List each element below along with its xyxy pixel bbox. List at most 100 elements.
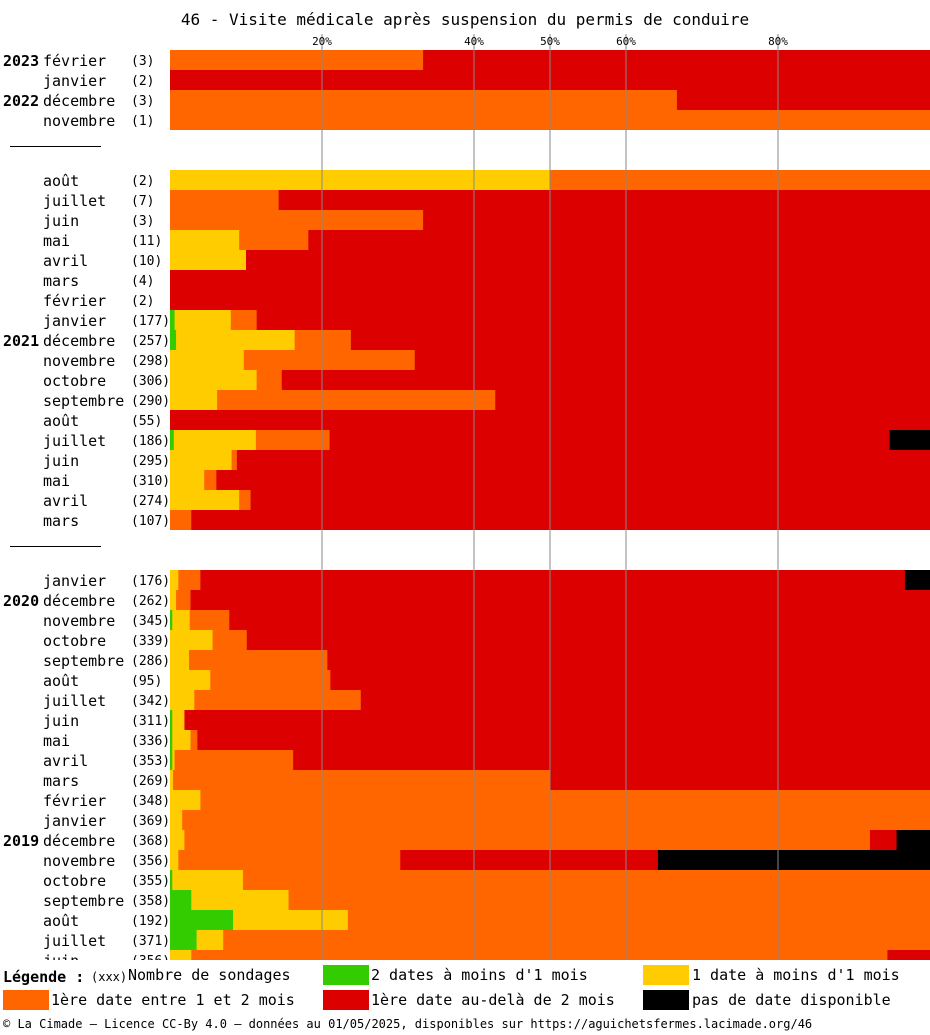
bar-segment-plus2 — [200, 570, 906, 590]
row-month: juillet — [43, 432, 106, 450]
row-count: (348) — [131, 794, 170, 809]
row-month: juin — [43, 452, 79, 470]
bar-segment-aucune — [657, 850, 930, 870]
bar-segment-plus2 — [329, 430, 891, 450]
bar-segment-moins1_1date — [191, 890, 289, 910]
bar-segment-entre1et2 — [288, 890, 930, 910]
bar-segment-plus2 — [246, 250, 930, 270]
row-count: (356) — [131, 954, 170, 960]
bar-segment-moins1_1date — [170, 670, 211, 690]
row-count: (10) — [131, 254, 162, 269]
bar-segment-plus2 — [360, 690, 930, 710]
row-month: août — [43, 912, 79, 930]
bar-segment-moins1_2dates — [170, 730, 173, 750]
row-count: (290) — [131, 394, 170, 409]
row-month: octobre — [43, 632, 106, 650]
bars-layer — [170, 50, 930, 960]
row-month: août — [43, 172, 79, 190]
row-count: (2) — [131, 294, 154, 309]
bar-segment-moins1_2dates — [170, 330, 177, 350]
row-month: juillet — [43, 192, 106, 210]
bar-segment-plus2 — [216, 470, 930, 490]
bar-segment-entre1et2 — [242, 870, 930, 890]
row-month: février — [43, 52, 106, 70]
bar-segment-entre1et2 — [243, 350, 416, 370]
bar-segment-moins1_2dates — [170, 910, 234, 930]
row-count: (186) — [131, 434, 170, 449]
bar-segment-moins1_1date — [176, 330, 296, 350]
bar-segment-entre1et2 — [550, 170, 930, 190]
row-count: (311) — [131, 714, 170, 729]
row-count: (3) — [131, 214, 154, 229]
bar-segment-moins1_1date — [170, 590, 177, 610]
row-month: janvier — [43, 812, 106, 830]
bar-segment-entre1et2 — [170, 210, 424, 230]
bar-segment-plus2 — [184, 710, 930, 730]
bar-segment-entre1et2 — [239, 230, 309, 250]
bar-segment-plus2 — [400, 850, 659, 870]
bar-segment-entre1et2 — [189, 650, 328, 670]
bar-segment-plus2 — [423, 210, 930, 230]
row-count: (55) — [131, 414, 162, 429]
row-month: janvier — [43, 312, 106, 330]
row-count: (257) — [131, 334, 170, 349]
bar-segment-plus2 — [327, 650, 930, 670]
bar-segment-plus2 — [281, 370, 930, 390]
bar-segment-moins1_1date — [170, 650, 190, 670]
bar-segment-moins1_1date — [170, 950, 192, 960]
bar-segment-plus2 — [278, 190, 930, 210]
bar-segment-moins1_1date — [170, 370, 258, 390]
row-count: (1) — [131, 114, 154, 129]
row-month: mars — [43, 272, 79, 290]
row-count: (7) — [131, 194, 154, 209]
chart-title: 46 - Visite médicale après suspension du… — [181, 10, 749, 29]
bar-segment-moins1_1date — [170, 390, 218, 410]
footer-credits: © La Cimade — Licence CC-By 4.0 — donnée… — [3, 1017, 813, 1031]
bar-segment-moins1_1date — [173, 430, 257, 450]
row-count: (342) — [131, 694, 170, 709]
bar-segment-aucune — [889, 430, 930, 450]
legend-label-red: 1ère date au-delà de 2 mois — [371, 991, 615, 1009]
bar-segment-moins1_2dates — [170, 610, 173, 630]
bar-segment-moins1_1date — [170, 790, 201, 810]
x-tick-label: 50% — [540, 35, 560, 48]
bar-segment-entre1et2 — [190, 730, 198, 750]
bar-segment-aucune — [904, 570, 930, 590]
bar-segment-entre1et2 — [294, 330, 352, 350]
bar-segment-moins1_2dates — [170, 430, 175, 450]
row-count: (2) — [131, 174, 154, 189]
row-count: (176) — [131, 574, 170, 589]
row-month: septembre — [43, 392, 124, 410]
bar-segment-plus2 — [676, 90, 930, 110]
bar-segment-entre1et2 — [189, 610, 230, 630]
legend-label-green: 2 dates à moins d'1 mois — [371, 966, 588, 984]
bar-segment-entre1et2 — [223, 930, 930, 950]
bar-segment-entre1et2 — [191, 950, 888, 960]
row-year: 2023 — [3, 52, 39, 70]
bar-segment-moins1_1date — [170, 770, 174, 790]
row-count: (107) — [131, 514, 170, 529]
row-month: décembre — [43, 332, 115, 350]
row-count: (3) — [131, 54, 154, 69]
row-month: mars — [43, 772, 79, 790]
row-month: septembre — [43, 652, 124, 670]
row-year: 2019 — [3, 832, 39, 850]
bar-segment-moins1_1date — [172, 610, 191, 630]
row-month: octobre — [43, 872, 106, 890]
bar-segment-plus2 — [414, 350, 930, 370]
bar-segment-plus2 — [330, 670, 930, 690]
bar-segment-moins1_1date — [170, 850, 179, 870]
bar-segment-plus2 — [236, 450, 930, 470]
bar-segment-plus2 — [197, 730, 930, 750]
row-month: avril — [43, 752, 88, 770]
row-count: (4) — [131, 274, 154, 289]
bar-segment-moins1_1date — [170, 470, 205, 490]
row-count: (369) — [131, 814, 170, 829]
bar-segment-entre1et2 — [217, 390, 496, 410]
legend-swatch-orange — [3, 990, 49, 1010]
row-year: 2022 — [3, 92, 39, 110]
row-count: (177) — [131, 314, 170, 329]
bar-segment-plus2 — [190, 590, 930, 610]
legend-title: Légende : — [3, 968, 85, 986]
row-month: janvier — [43, 572, 106, 590]
